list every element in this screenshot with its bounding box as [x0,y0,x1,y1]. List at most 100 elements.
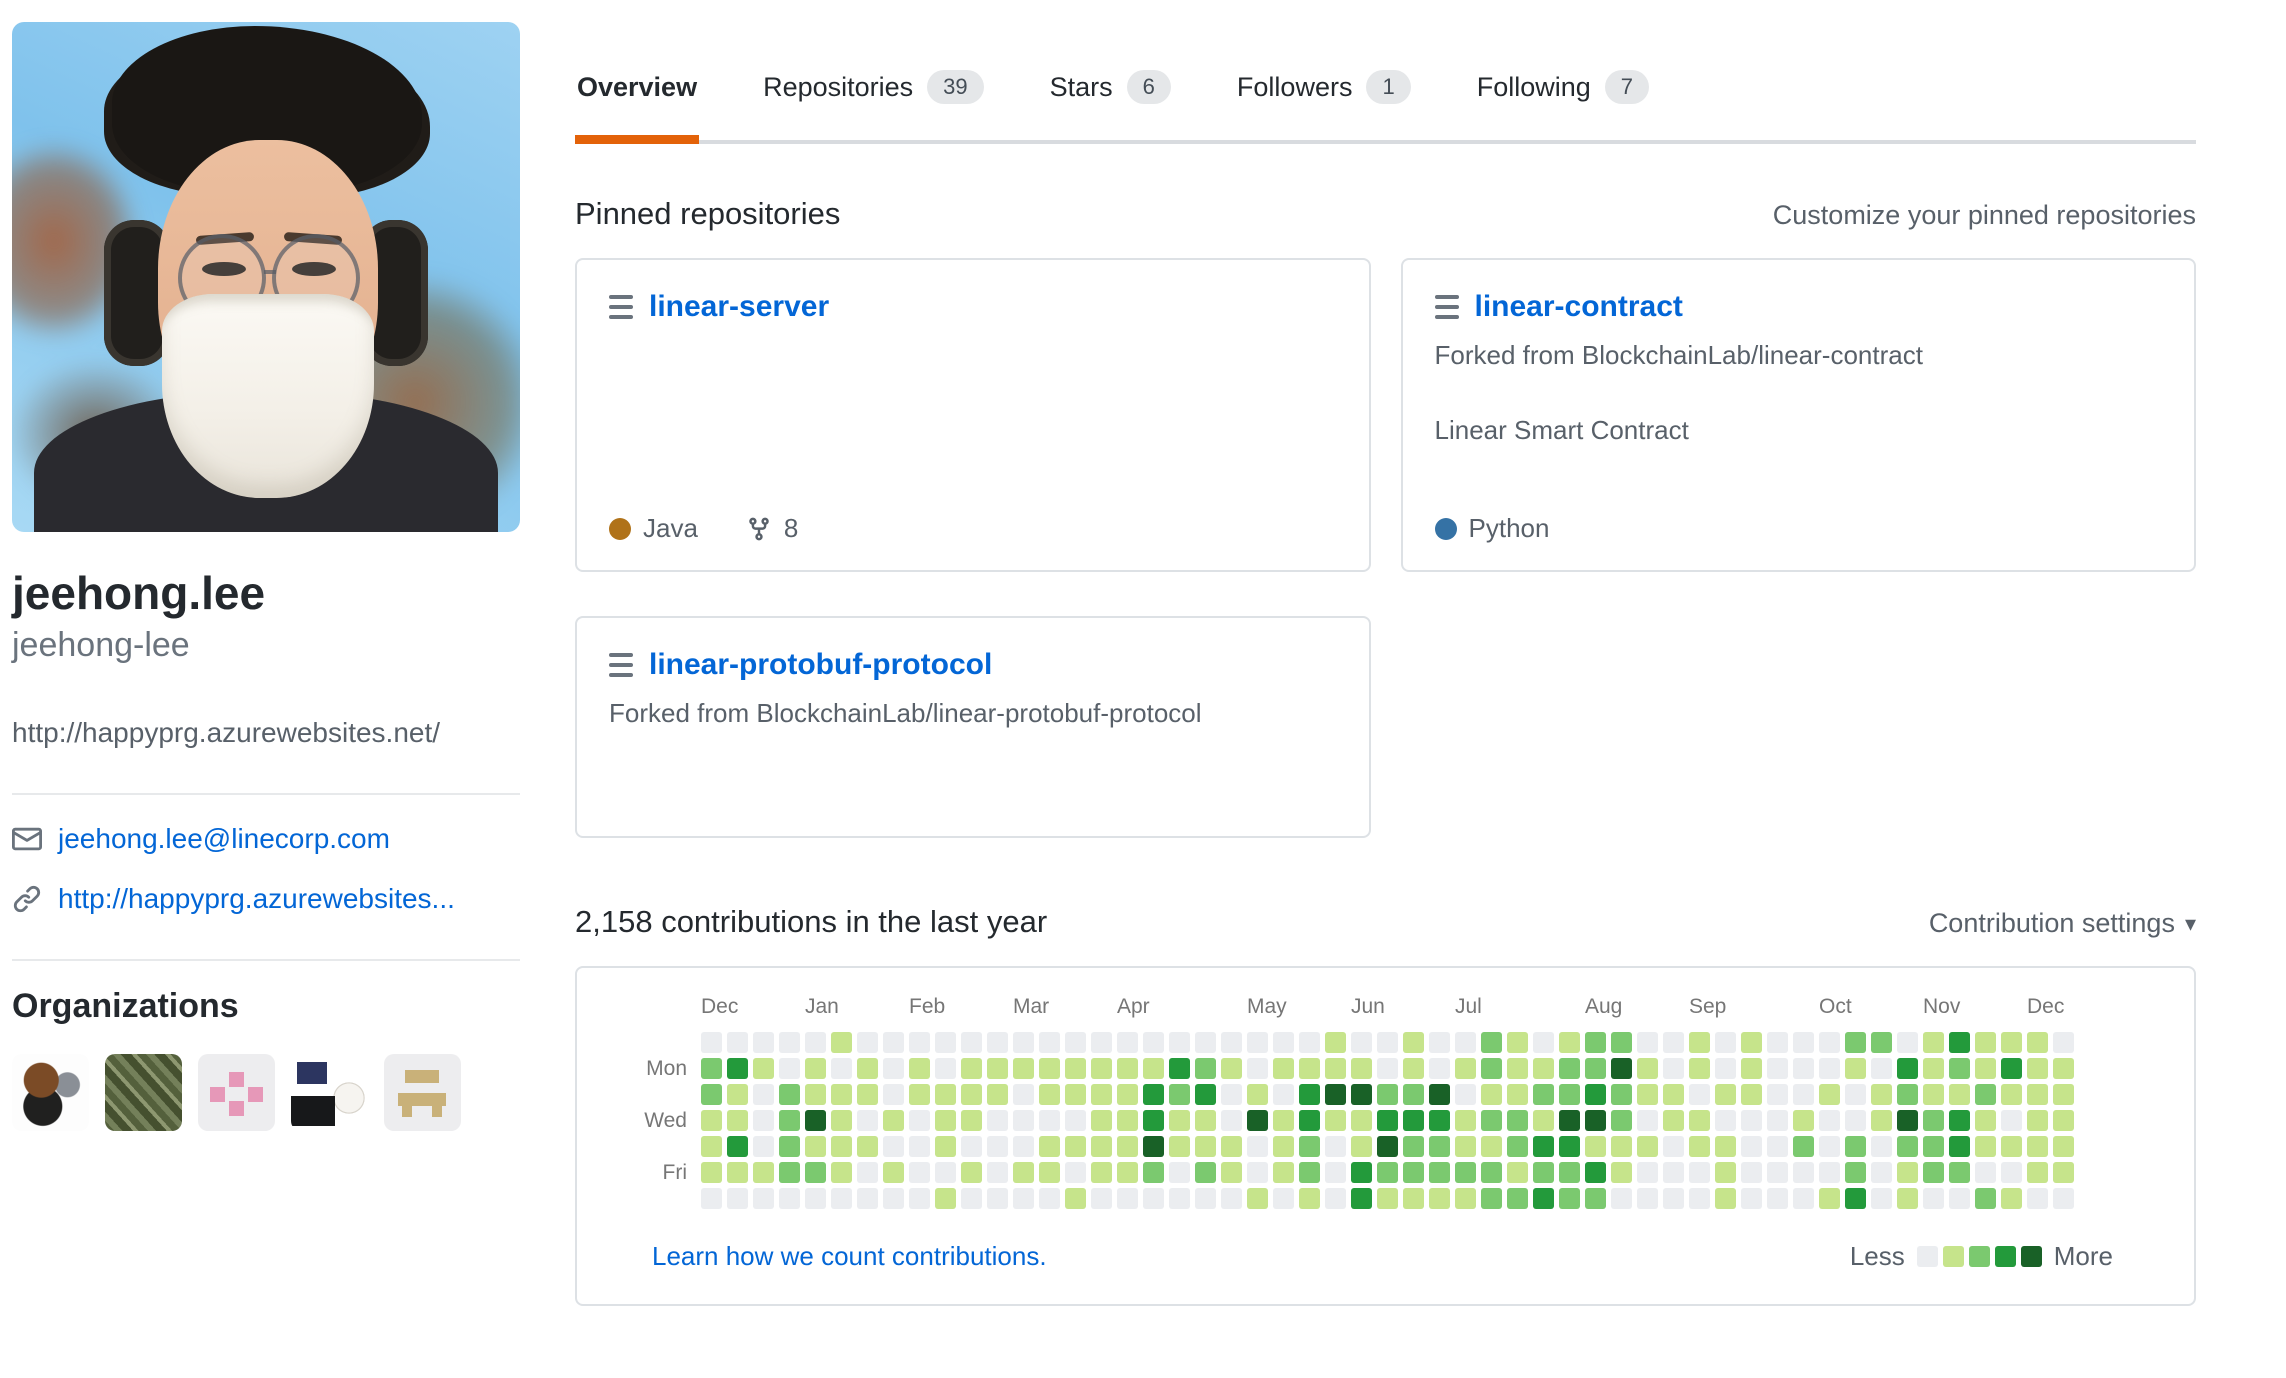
contribution-cell[interactable] [1845,1058,1866,1079]
contribution-cell[interactable] [2001,1058,2022,1079]
contribution-cell[interactable] [1767,1058,1788,1079]
contribution-cell[interactable] [1039,1058,1060,1079]
contribution-cell[interactable] [1221,1032,1242,1053]
contribution-cell[interactable] [1169,1110,1190,1131]
contribution-cell[interactable] [1351,1136,1372,1157]
contribution-cell[interactable] [753,1136,774,1157]
contribution-cell[interactable] [883,1136,904,1157]
contribution-cell[interactable] [1715,1110,1736,1131]
contribution-cell[interactable] [1663,1058,1684,1079]
contribution-cell[interactable] [1845,1162,1866,1183]
contribution-cell[interactable] [1819,1188,1840,1209]
contribution-cell[interactable] [1325,1136,1346,1157]
contribution-cell[interactable] [1819,1032,1840,1053]
contribution-cell[interactable] [727,1110,748,1131]
contribution-cell[interactable] [1507,1162,1528,1183]
contribution-cell[interactable] [1273,1188,1294,1209]
contribution-cell[interactable] [1351,1162,1372,1183]
contribution-cell[interactable] [1663,1110,1684,1131]
contribution-cell[interactable] [1715,1188,1736,1209]
contribution-cell[interactable] [1767,1032,1788,1053]
contribution-settings-dropdown[interactable]: Contribution settings ▾ [1929,908,2196,939]
contribution-cell[interactable] [1273,1110,1294,1131]
contribution-cell[interactable] [701,1058,722,1079]
contribution-cell[interactable] [883,1162,904,1183]
contribution-cell[interactable] [1247,1188,1268,1209]
contribution-cell[interactable] [1871,1110,1892,1131]
contribution-cell[interactable] [1455,1162,1476,1183]
contribution-cell[interactable] [805,1058,826,1079]
contribution-cell[interactable] [1013,1110,1034,1131]
contribution-cell[interactable] [1715,1136,1736,1157]
contribution-cell[interactable] [1637,1136,1658,1157]
contribution-cell[interactable] [1923,1162,1944,1183]
contribution-cell[interactable] [1611,1084,1632,1105]
contribution-cell[interactable] [1299,1188,1320,1209]
contribution-cell[interactable] [1663,1032,1684,1053]
contribution-cell[interactable] [1689,1162,1710,1183]
contribution-cell[interactable] [2053,1032,2074,1053]
contribution-cell[interactable] [1949,1032,1970,1053]
contribution-cell[interactable] [1975,1110,1996,1131]
contribution-cell[interactable] [1091,1110,1112,1131]
contribution-cell[interactable] [1507,1110,1528,1131]
contribution-cell[interactable] [1897,1110,1918,1131]
contribution-cell[interactable] [961,1188,982,1209]
contribution-cell[interactable] [1247,1162,1268,1183]
contribution-cell[interactable] [1377,1032,1398,1053]
tab-following[interactable]: Following 7 [1475,58,1651,140]
contribution-cell[interactable] [2027,1084,2048,1105]
contribution-cell[interactable] [753,1162,774,1183]
contribution-cell[interactable] [1299,1110,1320,1131]
contribution-cell[interactable] [1949,1084,1970,1105]
tab-overview[interactable]: Overview [575,58,700,144]
contribution-cell[interactable] [1117,1136,1138,1157]
contribution-cell[interactable] [1819,1084,1840,1105]
contribution-cell[interactable] [1819,1058,1840,1079]
contribution-cell[interactable] [1663,1162,1684,1183]
contribution-cell[interactable] [1273,1162,1294,1183]
contribution-cell[interactable] [1871,1084,1892,1105]
tab-repositories[interactable]: Repositories 39 [761,58,986,140]
contribution-cell[interactable] [1091,1032,1112,1053]
contribution-cell[interactable] [2001,1136,2022,1157]
contribution-cell[interactable] [1585,1110,1606,1131]
contribution-cell[interactable] [935,1162,956,1183]
contribution-cell[interactable] [961,1032,982,1053]
contribution-cell[interactable] [1897,1162,1918,1183]
contribution-cell[interactable] [1429,1162,1450,1183]
contribution-cell[interactable] [805,1110,826,1131]
contribution-cell[interactable] [987,1110,1008,1131]
contribution-cell[interactable] [1897,1084,1918,1105]
contribution-cell[interactable] [1533,1110,1554,1131]
contribution-cell[interactable] [1975,1058,1996,1079]
contribution-cell[interactable] [1195,1032,1216,1053]
contribution-cell[interactable] [831,1084,852,1105]
contribution-cell[interactable] [857,1084,878,1105]
contribution-cell[interactable] [1455,1110,1476,1131]
contribution-cell[interactable] [1637,1058,1658,1079]
contribution-cell[interactable] [1091,1084,1112,1105]
contribution-cell[interactable] [753,1188,774,1209]
contribution-cell[interactable] [1611,1032,1632,1053]
contribution-cell[interactable] [1663,1188,1684,1209]
contribution-cell[interactable] [1221,1110,1242,1131]
contribution-cell[interactable] [857,1136,878,1157]
contribution-cell[interactable] [1273,1084,1294,1105]
repo-link-linear-protobuf-protocol[interactable]: linear-protobuf-protocol [649,648,993,681]
contribution-cell[interactable] [1195,1084,1216,1105]
contribution-cell[interactable] [1013,1136,1034,1157]
contribution-cell[interactable] [727,1162,748,1183]
contribution-cell[interactable] [1065,1084,1086,1105]
contribution-cell[interactable] [1273,1032,1294,1053]
contribution-cell[interactable] [1143,1188,1164,1209]
contribution-cell[interactable] [727,1032,748,1053]
contribution-cell[interactable] [701,1110,722,1131]
contribution-cell[interactable] [935,1188,956,1209]
contribution-cell[interactable] [727,1084,748,1105]
contribution-cell[interactable] [1429,1136,1450,1157]
contribution-cell[interactable] [1429,1110,1450,1131]
contribution-cell[interactable] [831,1136,852,1157]
contribution-cell[interactable] [1195,1188,1216,1209]
contribution-cell[interactable] [2027,1188,2048,1209]
